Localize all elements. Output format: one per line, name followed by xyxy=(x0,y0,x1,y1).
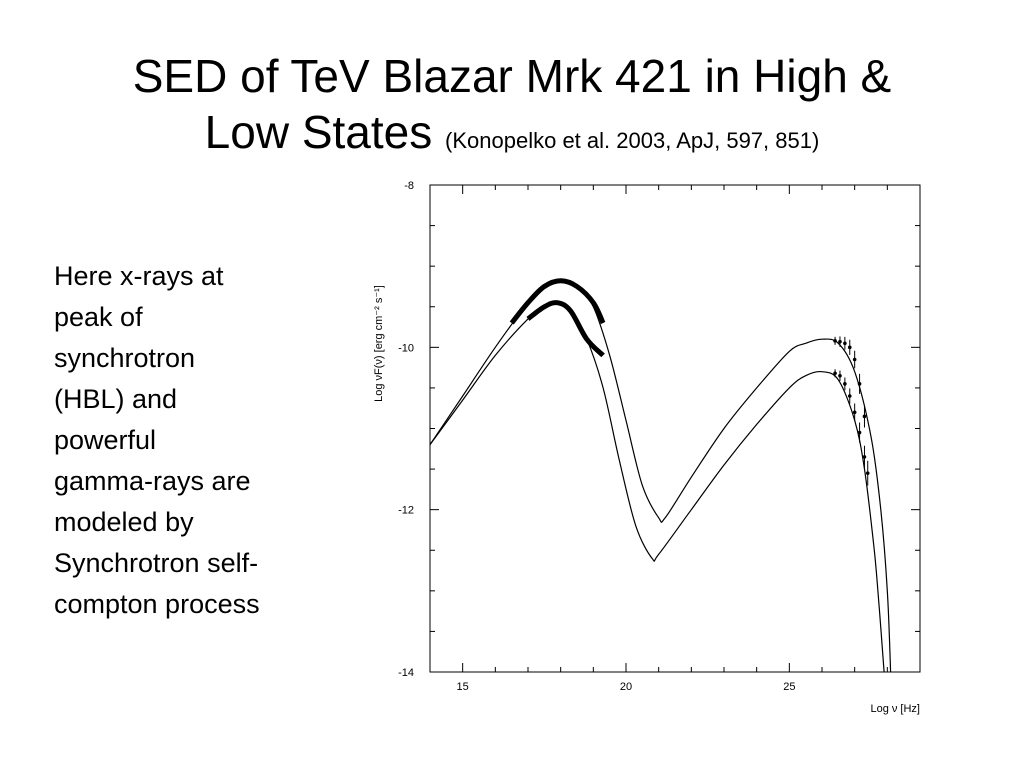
data-points xyxy=(833,336,870,486)
title-line-2-text: Low States xyxy=(204,106,433,158)
sed-chart: 15 20 25 -14 -12 -10 -8 Log ν [Hz] Log νF(ν) [… xyxy=(373,180,921,715)
body-line: Synchrotron self- xyxy=(54,548,259,578)
tev-data-point xyxy=(833,339,837,343)
tev-data-point xyxy=(852,410,857,415)
tev-data-point xyxy=(838,339,842,344)
model-curves xyxy=(430,278,892,672)
title-line-2: Low States (Konopelko et al. 2003, ApJ, … xyxy=(0,104,1024,169)
x-tick-label: 20 xyxy=(620,681,632,693)
body-line: (HBL) and xyxy=(54,384,178,414)
tev-data-point xyxy=(838,373,842,378)
body-text: Here x-rays at peak of synchrotron (HBL)… xyxy=(54,256,329,625)
tev-data-point xyxy=(847,345,852,350)
low-state-curve xyxy=(430,301,885,672)
body-line: gamma-rays are xyxy=(54,466,251,496)
tev-data-point xyxy=(843,341,847,346)
y-tick-label: -8 xyxy=(404,180,414,192)
y-tick-label: -14 xyxy=(398,667,414,679)
xray-data-segment xyxy=(526,300,605,358)
xray-data-segment xyxy=(509,278,606,325)
slide-title: SED of TeV Blazar Mrk 421 in High & Low … xyxy=(0,48,1024,169)
high-state-curve xyxy=(430,280,892,672)
tev-data-point xyxy=(862,455,867,459)
x-axis-label: Log ν [Hz] xyxy=(870,703,920,715)
x-tick-label: 15 xyxy=(457,681,469,693)
title-line-1: SED of TeV Blazar Mrk 421 in High & xyxy=(132,50,892,102)
tev-data-point xyxy=(833,371,837,376)
tev-data-point xyxy=(843,382,847,386)
y-axis-label: Log νF(ν) [erg cm⁻² s⁻¹] xyxy=(373,285,385,402)
body-line: Here x-rays at xyxy=(54,261,224,291)
tev-data-point xyxy=(862,414,867,419)
tev-data-point xyxy=(847,394,852,398)
body-line: compton process xyxy=(54,589,260,619)
y-tick-label: -10 xyxy=(398,342,414,354)
x-tick-label: 25 xyxy=(783,681,795,693)
body-line: modeled by xyxy=(54,507,194,537)
plot-frame xyxy=(429,184,921,673)
body-line: synchrotron xyxy=(54,343,196,373)
body-line: powerful xyxy=(54,425,157,455)
tev-data-point xyxy=(857,382,862,386)
tev-data-point xyxy=(852,357,857,362)
tev-data-point xyxy=(865,471,870,475)
y-tick-label: -12 xyxy=(398,505,414,517)
tev-data-point xyxy=(857,430,862,435)
body-line: peak of xyxy=(54,302,143,332)
axis-ticks: 15 20 25 -14 -12 -10 -8 xyxy=(398,180,921,693)
title-citation: (Konopelko et al. 2003, ApJ, 597, 851) xyxy=(445,128,820,153)
